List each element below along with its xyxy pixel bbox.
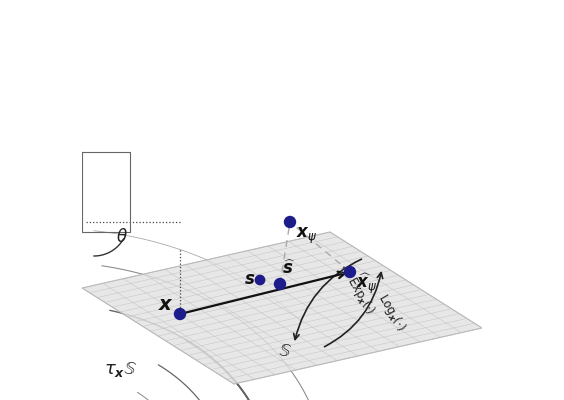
Text: $\mathrm{Exp}_{\boldsymbol{x}}(\cdot)$: $\mathrm{Exp}_{\boldsymbol{x}}(\cdot)$ (343, 274, 378, 318)
Text: $\theta$: $\theta$ (116, 228, 128, 246)
Point (275, 281, 284, 287)
Text: $\boldsymbol{s}$: $\boldsymbol{s}$ (244, 271, 255, 288)
Point (175, 311, 184, 317)
Text: $\boldsymbol{x}_\psi$: $\boldsymbol{x}_\psi$ (296, 226, 318, 246)
Text: $\tau_{\boldsymbol{x}}\mathbb{S}$: $\tau_{\boldsymbol{x}}\mathbb{S}$ (104, 360, 138, 379)
Text: $\boldsymbol{x}$: $\boldsymbol{x}$ (158, 296, 174, 314)
Text: $\mathrm{Log}_{\boldsymbol{x}}(\cdot)$: $\mathrm{Log}_{\boldsymbol{x}}(\cdot)$ (374, 290, 409, 334)
Point (346, 269, 355, 275)
Point (255, 277, 265, 283)
Polygon shape (82, 232, 482, 384)
Text: $\mathbb{S}$: $\mathbb{S}$ (278, 342, 292, 360)
Point (285, 219, 294, 225)
Text: $\widehat{\boldsymbol{s}}$: $\widehat{\boldsymbol{s}}$ (282, 260, 296, 278)
Text: $\widehat{\boldsymbol{x}}_\psi$: $\widehat{\boldsymbol{x}}_\psi$ (356, 271, 377, 296)
Point (340, 267, 349, 273)
